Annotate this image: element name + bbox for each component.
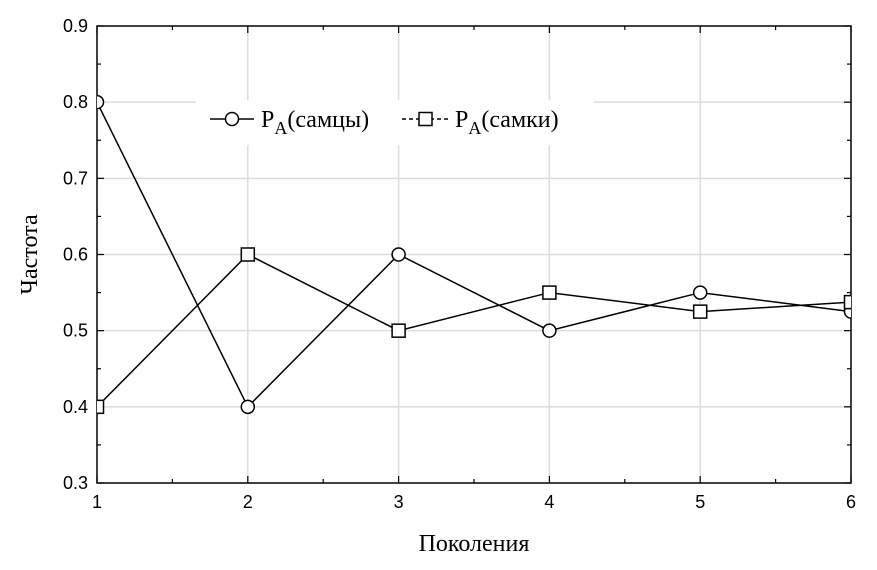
tick-marks xyxy=(96,25,852,484)
legend-label-males-main: P xyxy=(261,107,274,133)
legend-marker-square xyxy=(418,111,433,127)
data-point-females xyxy=(391,323,406,338)
data-point-females xyxy=(542,285,557,300)
legend-label-males-rest: (самцы) xyxy=(287,107,369,133)
data-point-females xyxy=(240,247,256,262)
axes: 1 2 3 4 5 6 0.3 0.4 0.5 0.6 0.7 0.8 0.9 xyxy=(63,16,856,512)
y-tick-label: 0.5 xyxy=(63,321,88,341)
data-point-females xyxy=(97,399,105,415)
x-tick-label: 1 xyxy=(92,492,102,512)
legend-marker-circle xyxy=(224,111,240,127)
series-group xyxy=(97,94,851,415)
data-point-males xyxy=(542,323,557,338)
legend-background xyxy=(196,100,594,145)
data-point-females xyxy=(692,304,708,319)
legend-label-females-main: P xyxy=(455,107,468,133)
data-point-males xyxy=(391,247,406,262)
data-point-males xyxy=(240,399,256,415)
data-point-females xyxy=(843,294,851,310)
y-tick-label: 0.3 xyxy=(63,473,88,493)
series-line-males xyxy=(97,101,851,409)
x-tick-label: 2 xyxy=(243,492,253,512)
x-tick-label: 6 xyxy=(846,492,856,512)
legend-label-females-subscript: A xyxy=(468,118,481,138)
x-tick-label: 5 xyxy=(695,492,705,512)
y-tick-label: 0.9 xyxy=(63,16,88,36)
y-axis-title: Частота xyxy=(17,214,43,295)
legend-label-females: PA(самки) xyxy=(455,107,559,138)
x-axis-title: Поколения xyxy=(419,531,530,557)
legend-label-females-rest: (самки) xyxy=(481,107,558,133)
y-tick-label: 0.7 xyxy=(63,168,88,188)
legend-label-males: PA(самцы) xyxy=(261,107,369,138)
y-tick-label: 0.4 xyxy=(63,397,88,417)
legend: PA(самцы) PA(самки) xyxy=(196,100,594,145)
legend-label-males-subscript: A xyxy=(274,118,287,138)
y-tick-label: 0.6 xyxy=(63,245,88,265)
y-tick-label: 0.8 xyxy=(63,92,88,112)
x-tick-label: 3 xyxy=(394,492,404,512)
x-tick-label: 4 xyxy=(544,492,554,512)
grid xyxy=(97,26,851,483)
series-line-females xyxy=(97,253,851,408)
data-point-males xyxy=(97,94,105,110)
data-point-males xyxy=(692,285,708,300)
